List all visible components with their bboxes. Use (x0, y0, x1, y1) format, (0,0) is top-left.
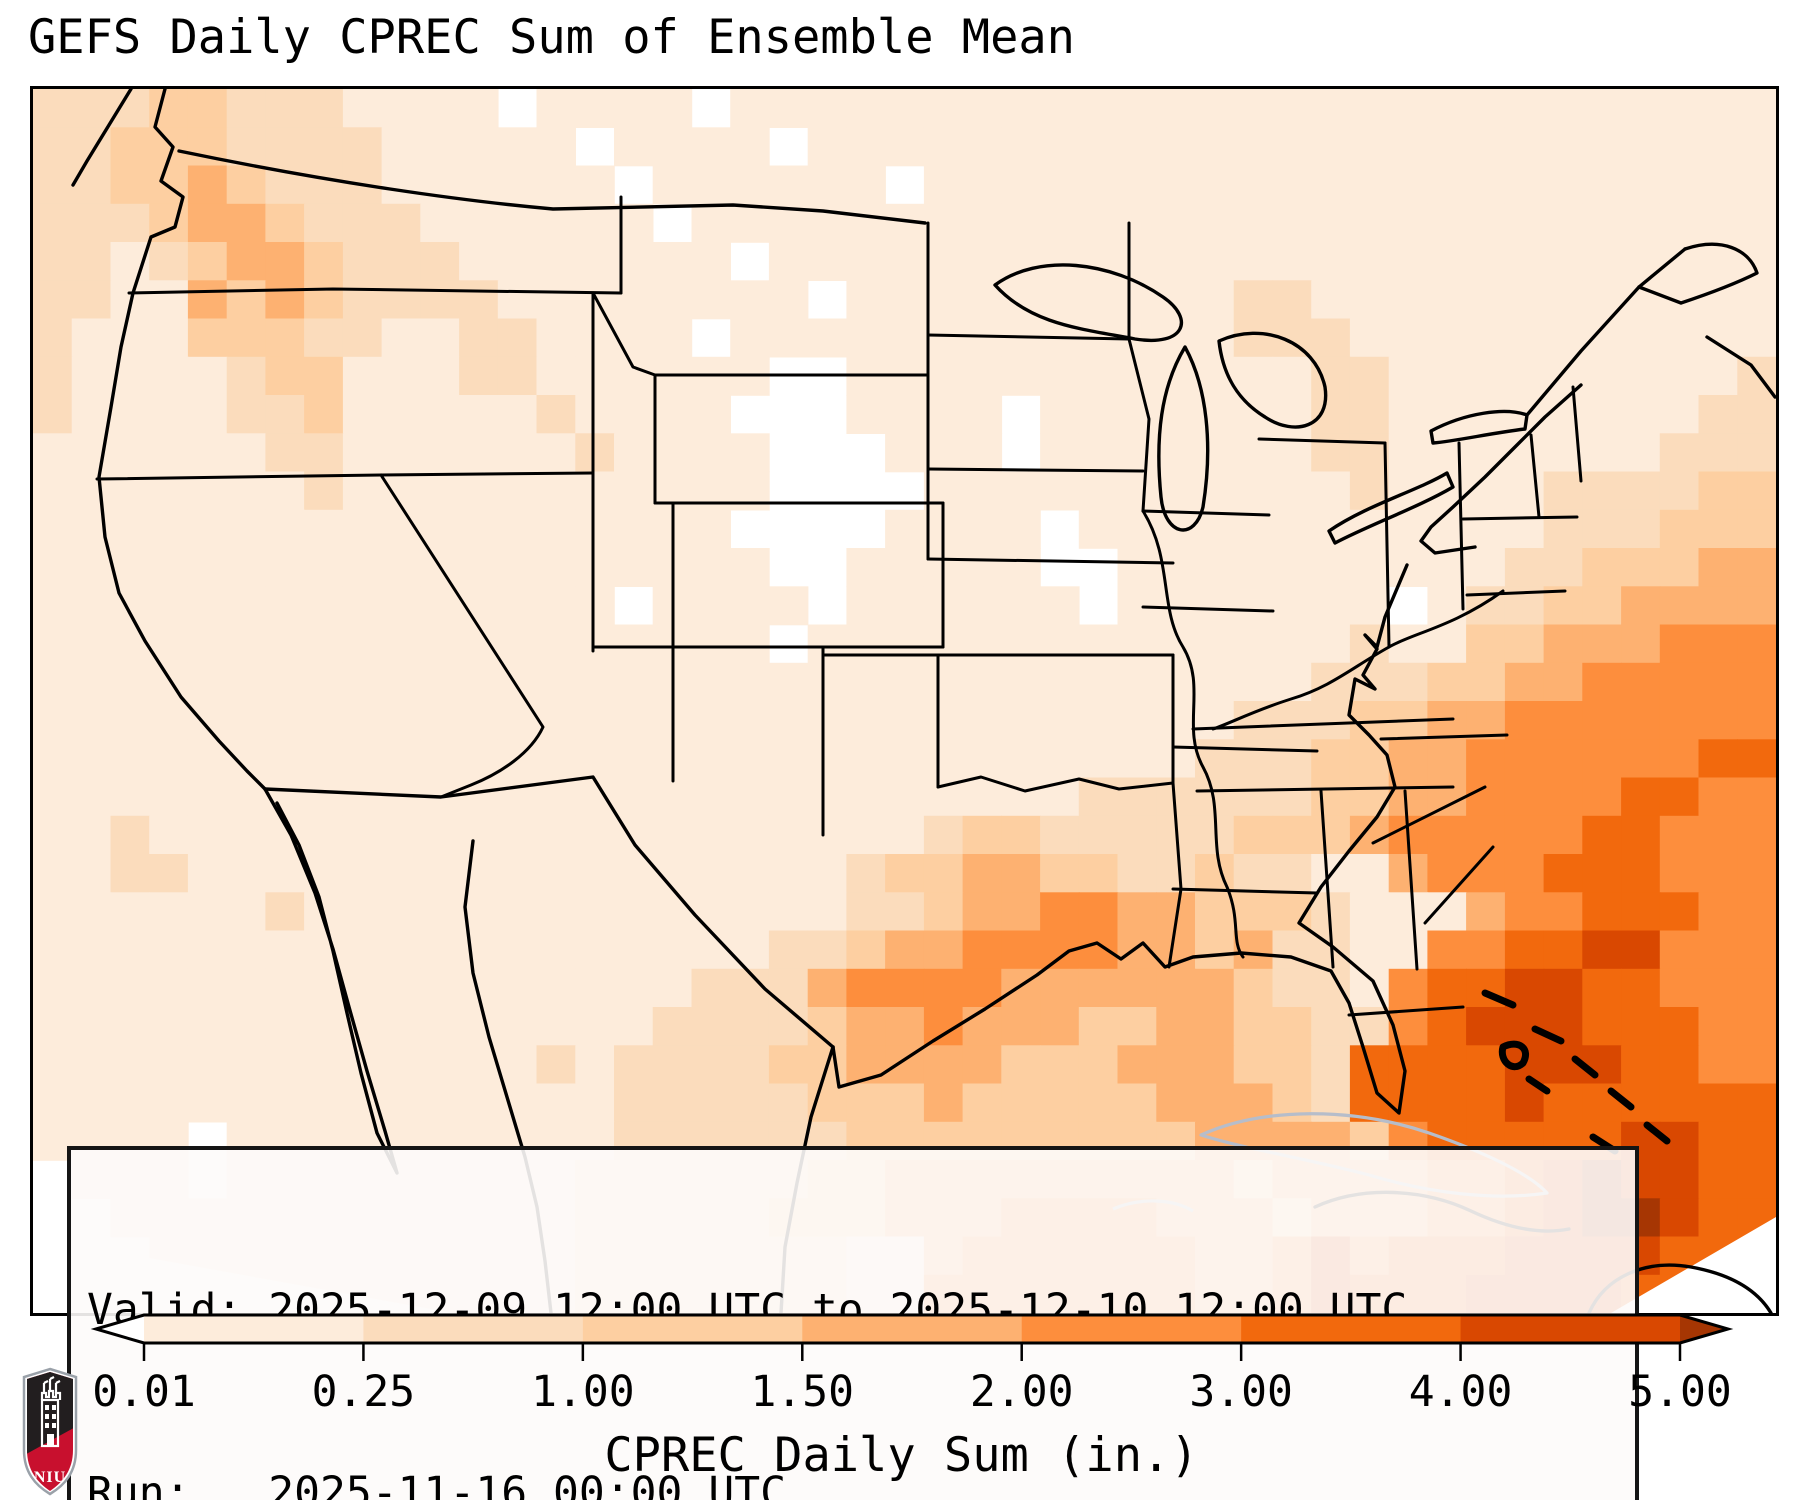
niu-logo: NIU (22, 1367, 78, 1496)
chart-title: GEFS Daily CPREC Sum of Ensemble Mean (28, 10, 1075, 65)
colorbar-tick-label: 1.50 (751, 1367, 855, 1417)
colorbar-segment (802, 1315, 1023, 1343)
colorbar-segment (1021, 1315, 1242, 1343)
colorbar-segment (1241, 1315, 1462, 1343)
colorbar-segment (144, 1315, 365, 1343)
colorbar: 0.01 0.25 1.00 1.50 2.00 3.00 4.00 5.00 (90, 1313, 1734, 1417)
info-run-line: Run: 2025-11-16 00:00 UTC (87, 1468, 786, 1500)
tower-windows (45, 1405, 56, 1446)
colorbar-segment (1460, 1315, 1681, 1343)
precipitation-heatmap (33, 89, 1776, 1313)
colorbar-segment (363, 1315, 584, 1343)
colorbar-axis-label: CPREC Daily Sum (in.) (604, 1428, 1199, 1483)
colorbar-tick-label: 2.00 (970, 1367, 1074, 1417)
colorbar-tick-label: 5.00 (1628, 1367, 1732, 1417)
colorbar-segment (582, 1315, 803, 1343)
state-boundaries (71, 89, 1776, 1313)
colorbar-tick-label: 4.00 (1409, 1367, 1513, 1417)
map-canvas (33, 89, 1776, 1313)
colorbar-tick-label: 3.00 (1189, 1367, 1293, 1417)
shield-black-field (27, 1372, 73, 1458)
logo-text: NIU (34, 1469, 66, 1486)
colorbar-tick-label: 1.00 (531, 1367, 635, 1417)
colorbar-tick-label: 0.01 (92, 1367, 196, 1417)
map-frame: Valid: 2025-12-09 12:00 UTC to 2025-12-1… (30, 86, 1779, 1500)
colorbar-over-arrow (1680, 1315, 1728, 1343)
colorbar-tick-label: 0.25 (312, 1367, 416, 1417)
colorbar-under-arrow (96, 1315, 144, 1343)
